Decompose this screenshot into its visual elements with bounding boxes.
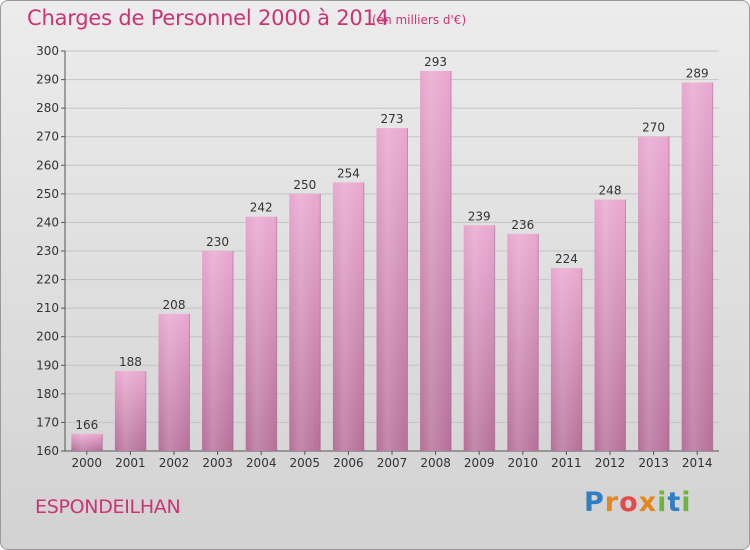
y-tick-label: 190 [36,358,59,372]
commune-name: ESPONDEILHAN [35,496,181,518]
x-tick-label-2007: 2007 [377,456,408,470]
axes: 160 170 180 190 200 210 220 230 240 250 260 270 280 2… [36,44,719,470]
x-tick-label-2014: 2014 [682,456,713,470]
bar-shine-2009 [463,225,495,451]
data-label-2007: 273 [381,112,404,126]
x-tick-label-2004: 2004 [246,456,277,470]
x-tick-label-2008: 2008 [420,456,451,470]
y-tick-label: 230 [36,244,59,258]
y-tick-label: 160 [36,444,59,458]
y-tick-label: 180 [36,387,59,401]
bar-shine-2006 [332,182,364,451]
bar-shine-2008 [420,71,452,451]
bar-shine-2003 [202,251,234,451]
bar-shine-2001 [114,371,146,451]
y-tick-label: 270 [36,130,59,144]
x-tick-label-2009: 2009 [464,456,495,470]
bar-shine-2013 [638,136,670,451]
bars [71,71,714,451]
x-tick-label-2000: 2000 [72,456,103,470]
bar-shine-2007 [376,128,408,451]
data-label-2005: 250 [293,178,316,192]
data-label-2013: 270 [642,121,665,135]
x-tick-label-2013: 2013 [638,456,669,470]
chart-unit-note: (en milliers d'€) [372,13,467,27]
x-tick-label-2001: 2001 [115,456,146,470]
bar-shine-2004 [245,216,277,451]
y-tick-label: 280 [36,101,59,115]
x-tick-label-2003: 2003 [202,456,233,470]
bar-shine-2014 [681,82,713,451]
data-label-2014: 289 [686,66,709,80]
y-tick-label: 290 [36,73,59,87]
y-tick-label: 170 [36,415,59,429]
y-tick-label: 240 [36,215,59,229]
data-label-2001: 188 [119,355,142,369]
bar-shine-2011 [550,268,582,451]
data-label-2012: 248 [599,184,622,198]
data-label-2008: 293 [424,55,447,69]
y-tick-label: 300 [36,44,59,58]
chart-title: Charges de Personnel 2000 à 2014 [27,6,389,30]
bar-shine-2002 [158,313,190,451]
x-tick-label-2006: 2006 [333,456,364,470]
bar-shine-2000 [71,433,103,451]
y-tick-label: 210 [36,301,59,315]
x-tick-label-2012: 2012 [595,456,626,470]
y-tick-label: 250 [36,187,59,201]
data-label-2002: 208 [163,298,186,312]
y-tick-label: 260 [36,158,59,172]
data-label-2003: 230 [206,235,229,249]
data-label-2004: 242 [250,201,273,215]
y-tick-label: 220 [36,273,59,287]
data-label-2006: 254 [337,166,360,180]
bar-shine-2010 [507,233,539,451]
data-label-2011: 224 [555,252,578,266]
y-tick-label: 200 [36,330,59,344]
x-tick-label-2011: 2011 [551,456,582,470]
data-labels: 166 188 208 230 242 250 254 273 293 239 236 224 248 2… [75,55,708,432]
bar-shine-2005 [289,193,321,451]
x-tick-label-2005: 2005 [290,456,321,470]
data-label-2009: 239 [468,209,491,223]
x-tick-label-2002: 2002 [159,456,190,470]
data-label-2000: 166 [75,418,98,432]
bar-shine-2012 [594,199,626,451]
x-tick-label-2010: 2010 [508,456,539,470]
data-label-2010: 236 [511,218,534,232]
proxiti-logo: Proxiti [584,487,692,518]
